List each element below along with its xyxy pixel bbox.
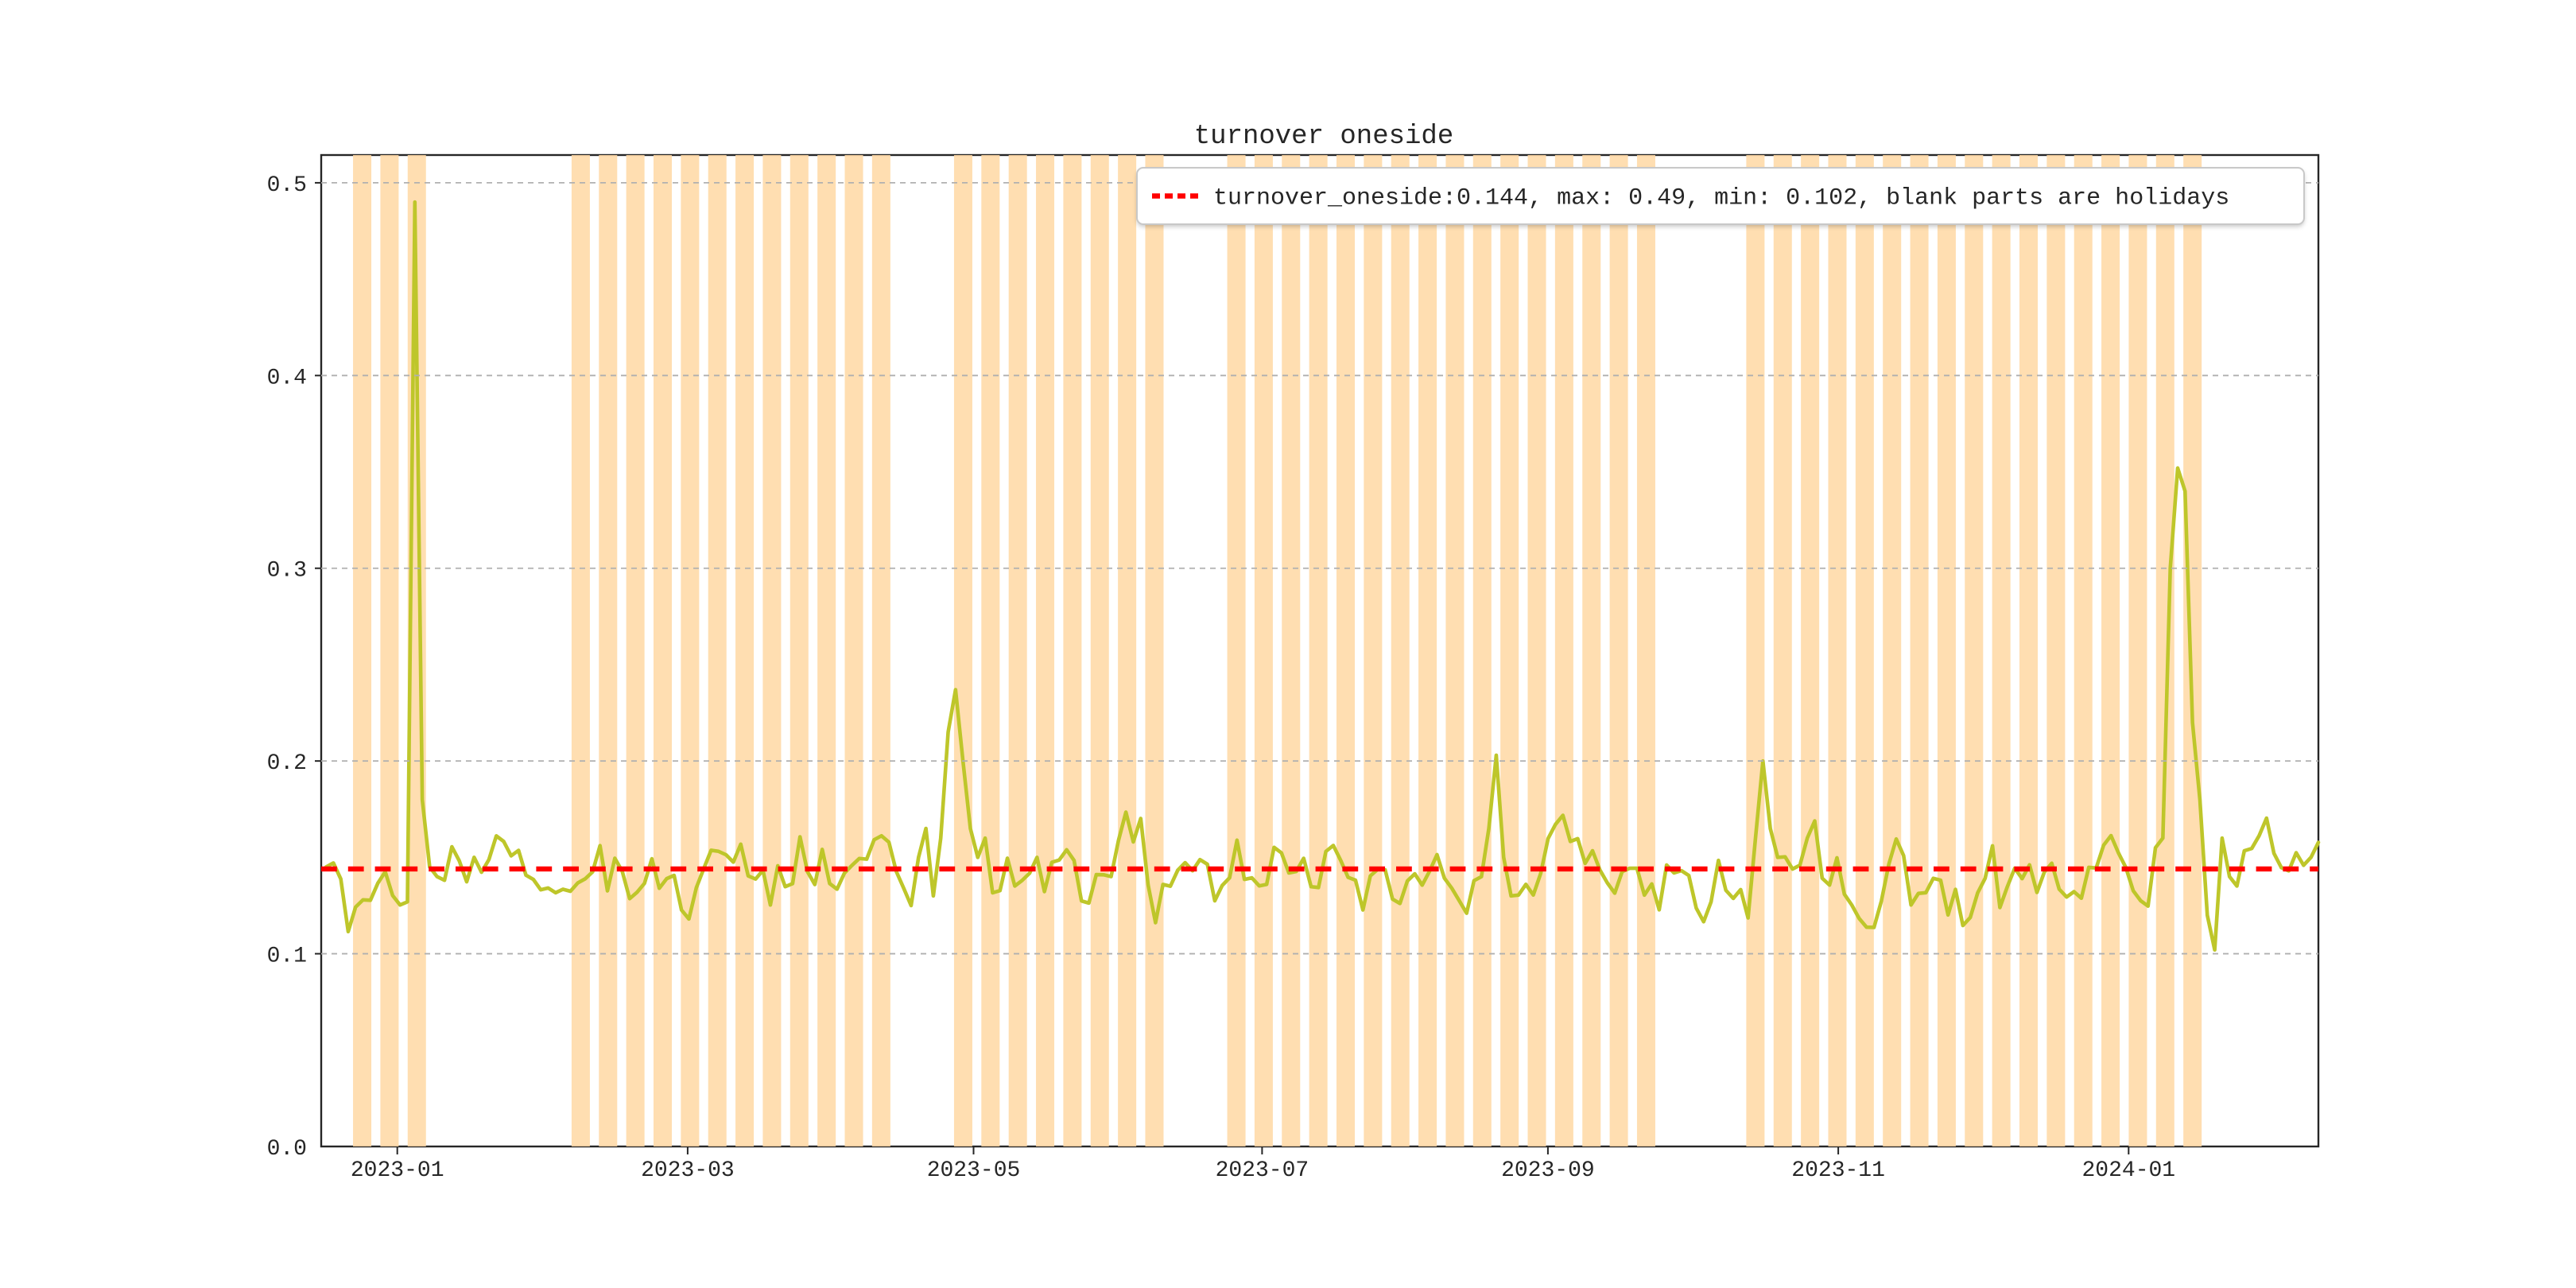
svg-text:2023-09: 2023-09 (1501, 1158, 1595, 1183)
svg-text:2023-11: 2023-11 (1791, 1158, 1885, 1183)
svg-text:2023-05: 2023-05 (927, 1158, 1021, 1183)
svg-text:2023-01: 2023-01 (351, 1158, 444, 1183)
svg-text:0.1: 0.1 (267, 945, 307, 969)
svg-text:0.2: 0.2 (267, 751, 307, 776)
svg-text:0.5: 0.5 (267, 173, 307, 198)
svg-text:2024-01: 2024-01 (2081, 1158, 2175, 1183)
svg-text:0.3: 0.3 (267, 559, 307, 584)
svg-text:2023-03: 2023-03 (641, 1158, 735, 1183)
svg-text:2023-07: 2023-07 (1216, 1158, 1309, 1183)
svg-text:0.0: 0.0 (267, 1137, 307, 1162)
svg-text:turnover oneside: turnover oneside (1194, 122, 1453, 152)
svg-text:0.4: 0.4 (267, 366, 307, 390)
svg-text:turnover_oneside:0.144, max:: turnover_oneside:0.144, max: 0.49, min: … (1213, 185, 2229, 212)
